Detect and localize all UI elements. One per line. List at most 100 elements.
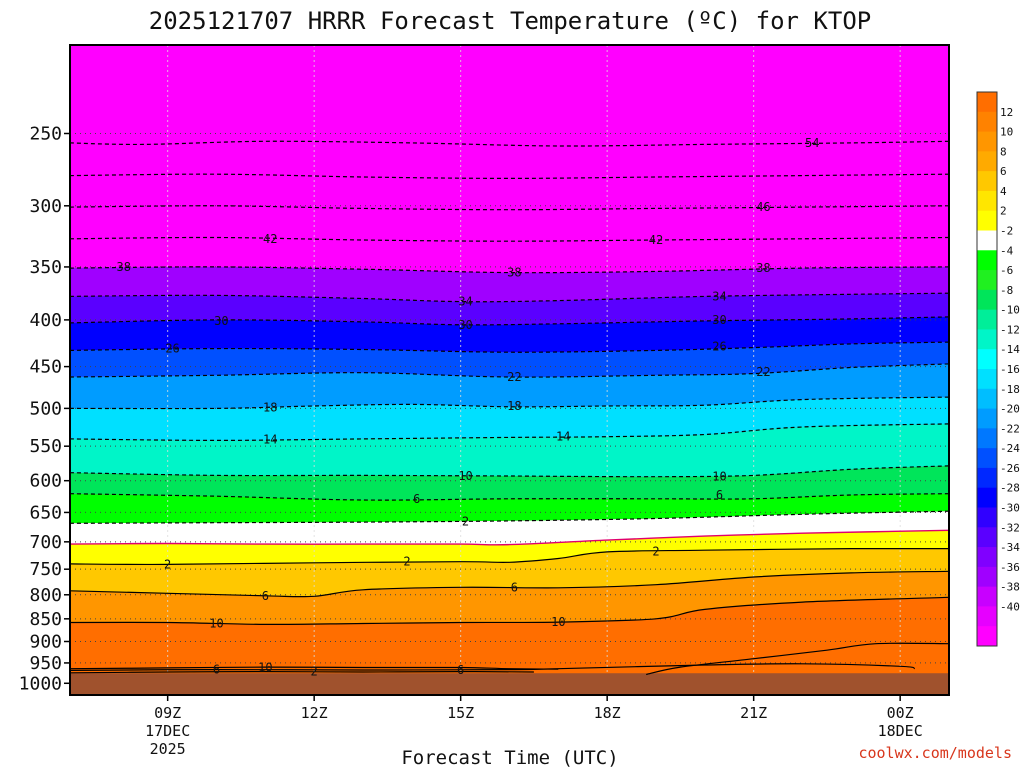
colorbar-tick-label: -26 xyxy=(1000,462,1020,475)
contour-label: 38 xyxy=(756,261,770,275)
contour-label: 2 xyxy=(652,544,659,558)
colorbar-tick-label: -34 xyxy=(1000,541,1020,554)
ground-fill xyxy=(70,673,949,695)
colorbar-tick-label: -38 xyxy=(1000,581,1020,594)
isotherm-line xyxy=(70,570,949,598)
colorbar-tick-label: -14 xyxy=(1000,343,1020,356)
contour-label: 34 xyxy=(458,295,472,309)
temperature-band xyxy=(70,237,949,273)
contour-label: 30 xyxy=(712,313,726,327)
colorbar-swatch xyxy=(977,250,997,271)
contour-label: 46 xyxy=(756,200,770,214)
temperature-band xyxy=(70,342,949,378)
y-tick-label: 250 xyxy=(29,123,62,144)
contour-label: 26 xyxy=(712,340,726,354)
colorbar-swatch xyxy=(977,527,997,548)
isotherm-line xyxy=(70,396,949,410)
isotherm-line xyxy=(70,341,949,353)
colorbar-swatch xyxy=(977,467,997,489)
contour-label: 30 xyxy=(458,318,472,332)
colorbar-tick-label: 10 xyxy=(1000,126,1013,139)
temperature-band xyxy=(70,571,949,625)
colorbar-tick-label: 2 xyxy=(1000,205,1007,218)
colorbar-swatch xyxy=(977,507,997,528)
contour-label: 2 xyxy=(164,557,171,571)
isotherms xyxy=(70,140,949,676)
contour-label: 10 xyxy=(551,615,565,629)
colorbar-swatch xyxy=(977,210,997,231)
y-tick-label: 450 xyxy=(29,357,62,378)
contour-label: 54 xyxy=(805,136,819,150)
isotherm-line xyxy=(70,423,949,442)
contour-label: 6 xyxy=(413,492,420,506)
colorbar-tick-label: -22 xyxy=(1000,422,1020,435)
colorbar-swatch xyxy=(977,487,997,508)
colorbar-swatch xyxy=(977,626,997,647)
temperature-band xyxy=(70,423,949,477)
colorbar-tick-label: 8 xyxy=(1000,145,1007,158)
colorbar-swatch xyxy=(977,428,997,449)
isotherm-line xyxy=(70,363,949,378)
colorbar-tick-label: -20 xyxy=(1000,403,1020,416)
isotherm-line xyxy=(70,140,949,147)
temperature-band xyxy=(70,363,949,409)
contour-label: 26 xyxy=(165,342,179,356)
y-axis: 2503003504004505005506006507007508008509… xyxy=(19,123,70,694)
colorbar-swatch xyxy=(977,111,997,133)
colorbar-swatch xyxy=(977,349,997,370)
colorbar-swatch xyxy=(977,547,997,568)
x-tick-label: 12Z xyxy=(301,704,328,722)
temperature-band xyxy=(70,141,949,179)
chart-title: 2025121707 HRRR Forecast Temperature (ºC… xyxy=(149,7,871,35)
colorbar-swatch xyxy=(977,329,997,350)
plot-frame xyxy=(69,44,950,696)
contour-label: 42 xyxy=(649,233,663,247)
colorbar-swatch xyxy=(977,151,997,172)
y-tick-label: 350 xyxy=(29,257,62,278)
contour-label: 6 xyxy=(262,589,269,603)
temperature-band xyxy=(70,316,949,353)
colorbar-swatch xyxy=(977,448,997,469)
x-tick-label: 2025 xyxy=(150,740,186,758)
contour-label: 2 xyxy=(462,514,469,528)
contour-label: 14 xyxy=(556,430,570,444)
colorbar-tick-label: -4 xyxy=(1000,244,1014,257)
warm-pocket xyxy=(729,614,949,643)
contour-label: 42 xyxy=(263,232,277,246)
colorbar-tick-label: -28 xyxy=(1000,482,1020,495)
y-tick-label: 1000 xyxy=(19,673,62,694)
colorbar-tick-label: -18 xyxy=(1000,383,1020,396)
isotherm-line xyxy=(70,292,949,303)
colorbar-swatch xyxy=(977,309,997,330)
colorbar-swatch xyxy=(977,369,997,390)
colorbar-swatch xyxy=(977,270,997,291)
isotherm-line xyxy=(70,316,949,326)
colorbar-swatch xyxy=(977,606,997,627)
colorbar-swatch xyxy=(977,408,997,429)
contour-label: 10 xyxy=(258,661,272,675)
y-tick-label: 500 xyxy=(29,398,62,419)
x-tick-label: 21Z xyxy=(740,704,767,722)
colorbar-tick-label: -16 xyxy=(1000,363,1020,376)
credit-text: coolwx.com/models xyxy=(858,744,1012,762)
contour-label: 10 xyxy=(209,616,223,630)
y-tick-label: 600 xyxy=(29,471,62,492)
y-tick-label: 950 xyxy=(29,653,62,674)
temperature-band xyxy=(70,548,949,597)
temperature-band xyxy=(70,597,949,695)
colorbar-tick-label: -12 xyxy=(1000,323,1020,336)
colorbar-tick-label: -10 xyxy=(1000,304,1020,317)
contour-label: 38 xyxy=(507,266,521,280)
contour-label: 10 xyxy=(458,469,472,483)
x-axis-label: Forecast Time (UTC) xyxy=(401,747,618,768)
colorbar-swatch xyxy=(977,586,997,607)
x-tick-label: 18Z xyxy=(594,704,621,722)
contour-label: 38 xyxy=(116,260,130,274)
warm-pocket xyxy=(226,627,315,660)
colorbar-tick-label: 6 xyxy=(1000,165,1007,178)
contour-label: 30 xyxy=(214,314,228,328)
